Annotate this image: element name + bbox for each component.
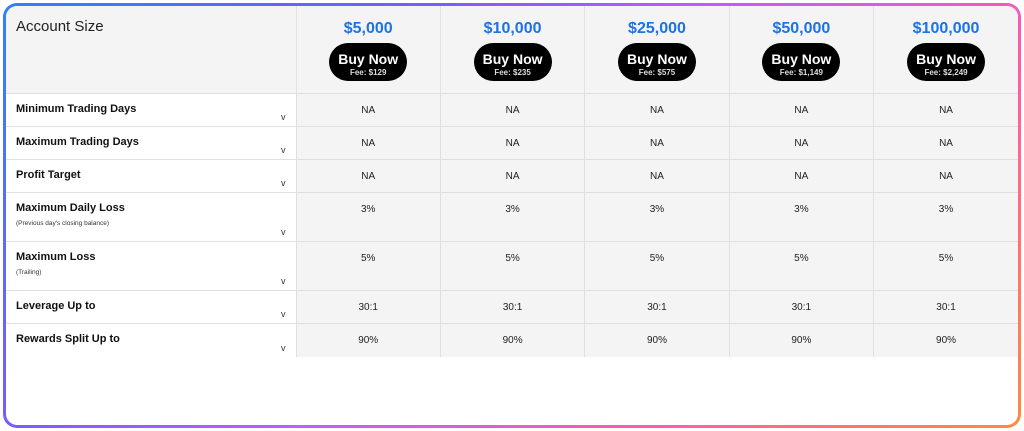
plan-size: $50,000 — [772, 20, 831, 37]
value-cell: NA — [873, 159, 1018, 193]
row-label: Rewards Split Up to — [16, 333, 120, 345]
plan-size: $10,000 — [483, 20, 542, 37]
value-cell: NA — [440, 93, 586, 127]
value-cell: 30:1 — [584, 290, 730, 324]
buy-now-button-50000[interactable]: Buy Now Fee: $1,149 — [762, 43, 841, 81]
value-cell: NA — [296, 159, 441, 193]
buy-now-label: Buy Now — [627, 50, 687, 67]
row-maximum-trading-days: Maximum Trading Days v NA NA NA NA NA — [6, 126, 1018, 160]
value-cell: NA — [584, 126, 730, 160]
value-cell: NA — [296, 93, 441, 127]
plan-column-10000: $10,000 Buy Now Fee: $235 — [440, 6, 586, 94]
row-maximum-loss: Maximum Loss (Trailing) v 5% 5% 5% 5% 5% — [6, 241, 1018, 291]
plan-column-50000: $50,000 Buy Now Fee: $1,149 — [729, 6, 875, 94]
value-cell: 3% — [584, 192, 730, 242]
value-cell: 5% — [584, 241, 730, 291]
value-cell: 3% — [296, 192, 441, 242]
account-size-label: Account Size — [6, 6, 297, 94]
row-label-cell[interactable]: Maximum Loss (Trailing) v — [6, 241, 297, 291]
plan-column-100000: $100,000 Buy Now Fee: $2,249 — [873, 6, 1018, 94]
value-cell: 30:1 — [729, 290, 875, 324]
value-cell: NA — [440, 126, 586, 160]
row-label-cell[interactable]: Rewards Split Up to v — [6, 323, 297, 357]
chevron-down-icon[interactable]: v — [281, 276, 286, 286]
buy-now-button-5000[interactable]: Buy Now Fee: $129 — [329, 43, 408, 81]
row-sublabel: (Previous day's closing balance) — [16, 220, 110, 227]
value-cell: NA — [729, 93, 875, 127]
value-cell: NA — [729, 159, 875, 193]
row-label: Maximum Loss — [16, 251, 96, 263]
chevron-down-icon[interactable]: v — [281, 178, 286, 188]
row-label: Minimum Trading Days — [16, 103, 137, 115]
row-profit-target: Profit Target v NA NA NA NA NA — [6, 159, 1018, 193]
value-cell: 5% — [296, 241, 441, 291]
value-cell: NA — [584, 93, 730, 127]
value-cell: 30:1 — [296, 290, 441, 324]
value-cell: 90% — [440, 323, 586, 357]
row-maximum-daily-loss: Maximum Daily Loss (Previous day's closi… — [6, 192, 1018, 242]
plan-column-25000: $25,000 Buy Now Fee: $575 — [584, 6, 730, 94]
chevron-down-icon[interactable]: v — [281, 342, 286, 353]
plan-size: $5,000 — [343, 20, 393, 37]
chevron-down-icon[interactable]: v — [281, 309, 286, 319]
value-cell: NA — [873, 126, 1018, 160]
buy-now-label: Buy Now — [338, 50, 399, 67]
row-label: Maximum Trading Days — [16, 136, 139, 148]
buy-now-button-100000[interactable]: Buy Now Fee: $2,249 — [907, 43, 986, 81]
row-label-cell[interactable]: Minimum Trading Days v — [6, 93, 297, 127]
plan-fee: Fee: $575 — [638, 67, 676, 77]
row-label-cell[interactable]: Maximum Daily Loss (Previous day's closi… — [6, 192, 297, 242]
row-rewards-split: Rewards Split Up to v 90% 90% 90% 90% 90… — [6, 323, 1018, 357]
value-cell: 90% — [296, 323, 441, 357]
row-label-cell[interactable]: Profit Target v — [6, 159, 297, 193]
value-cell: 5% — [873, 241, 1018, 291]
value-cell: NA — [873, 93, 1018, 127]
plan-fee: Fee: $129 — [349, 67, 387, 77]
chevron-down-icon[interactable]: v — [281, 145, 286, 155]
plan-fee: Fee: $235 — [494, 67, 531, 77]
value-cell: 5% — [729, 241, 875, 291]
value-cell: 3% — [440, 192, 586, 242]
buy-now-label: Buy Now — [771, 50, 832, 67]
value-cell: NA — [296, 126, 441, 160]
pricing-frame: Account Size $5,000 Buy Now Fee: $129 $1… — [3, 3, 1021, 428]
row-label-cell[interactable]: Leverage Up to v — [6, 290, 297, 324]
value-cell: NA — [729, 126, 875, 160]
value-cell: 30:1 — [873, 290, 1018, 324]
value-cell: NA — [584, 159, 730, 193]
chevron-down-icon[interactable]: v — [281, 227, 286, 237]
value-cell: 5% — [440, 241, 586, 291]
value-cell: 3% — [873, 192, 1018, 242]
row-label-cell[interactable]: Maximum Trading Days v — [6, 126, 297, 160]
row-label: Profit Target — [16, 169, 81, 181]
plan-fee: Fee: $2,249 — [924, 67, 968, 77]
buy-now-button-25000[interactable]: Buy Now Fee: $575 — [617, 43, 696, 81]
plan-header-row: Account Size $5,000 Buy Now Fee: $129 $1… — [6, 6, 1018, 94]
value-cell: 3% — [729, 192, 875, 242]
plan-column-5000: $5,000 Buy Now Fee: $129 — [296, 6, 441, 94]
pricing-table: Account Size $5,000 Buy Now Fee: $129 $1… — [6, 6, 1018, 357]
value-cell: NA — [440, 159, 586, 193]
buy-now-label: Buy Now — [482, 50, 543, 67]
value-cell: 90% — [729, 323, 875, 357]
pricing-panel: Account Size $5,000 Buy Now Fee: $129 $1… — [6, 6, 1018, 425]
value-cell: 30:1 — [440, 290, 586, 324]
plan-size: $100,000 — [912, 20, 980, 37]
value-cell: 90% — [584, 323, 730, 357]
row-label: Leverage Up to — [16, 300, 96, 312]
chevron-down-icon[interactable]: v — [281, 112, 286, 122]
value-cell: 90% — [873, 323, 1018, 357]
buy-now-button-10000[interactable]: Buy Now Fee: $235 — [473, 43, 552, 81]
buy-now-label: Buy Now — [916, 50, 976, 67]
row-minimum-trading-days: Minimum Trading Days v NA NA NA NA NA — [6, 93, 1018, 127]
row-label: Maximum Daily Loss — [16, 202, 125, 214]
plan-fee: Fee: $1,149 — [779, 67, 823, 77]
row-leverage: Leverage Up to v 30:1 30:1 30:1 30:1 30:… — [6, 290, 1018, 324]
plan-size: $25,000 — [628, 20, 686, 37]
row-sublabel: (Trailing) — [16, 269, 42, 276]
